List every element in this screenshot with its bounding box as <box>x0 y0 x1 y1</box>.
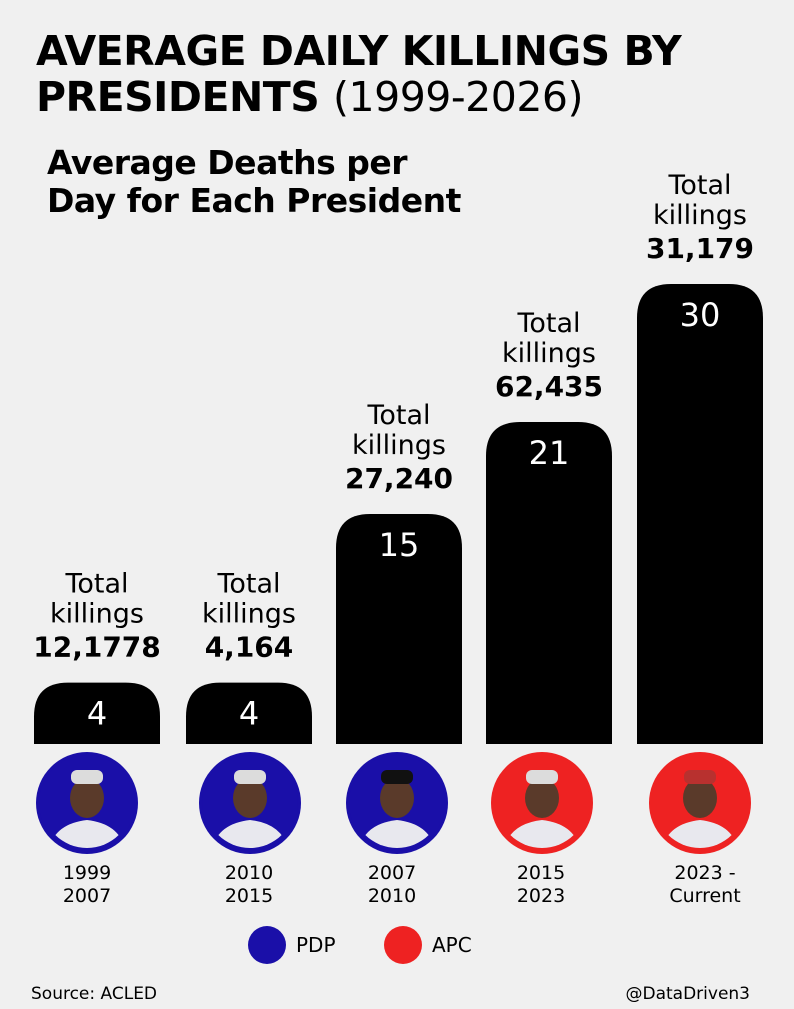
legend-label-pdp: PDP <box>296 933 336 957</box>
bar <box>336 514 462 744</box>
bar <box>637 284 763 744</box>
total-killings-caption: killings <box>653 200 747 231</box>
bar-value-label: 30 <box>680 296 721 334</box>
bar-value-label: 21 <box>529 434 570 472</box>
period-label: 2023 - Current <box>669 862 741 907</box>
president-portrait <box>491 752 593 854</box>
total-killings-value: 31,179 <box>646 232 754 265</box>
bar <box>34 682 160 744</box>
author-handle: @DataDriven3 <box>625 984 750 1004</box>
total-killings-caption: killings <box>502 338 596 369</box>
portrait-silhouette-icon <box>39 755 135 851</box>
page-title: AVERAGE DAILY KILLINGS BY PRESIDENTS (19… <box>36 28 776 120</box>
period-label: 1999 2007 <box>62 862 112 907</box>
total-killings-value: 12,1778 <box>33 631 161 664</box>
bar <box>486 422 612 744</box>
total-killings-caption: Total <box>366 400 430 431</box>
president-portrait <box>199 752 301 854</box>
portrait-silhouette-icon <box>652 755 748 851</box>
legend-label-apc: APC <box>432 933 472 957</box>
total-killings-caption: Total <box>516 308 580 339</box>
portrait-silhouette-icon <box>494 755 590 851</box>
total-killings-value: 27,240 <box>345 462 453 495</box>
total-killings-value: 62,435 <box>495 370 603 403</box>
title-main: AVERAGE DAILY KILLINGS BY PRESIDENTS <box>36 27 682 121</box>
bar-value-label: 15 <box>379 526 420 564</box>
portrait-silhouette-icon <box>202 755 298 851</box>
total-killings-caption: killings <box>202 599 296 630</box>
bar-value-label: 4 <box>87 695 107 733</box>
bar <box>186 682 312 744</box>
legend-item-pdp: PDP <box>248 926 336 964</box>
period-label: 2015 2023 <box>516 862 566 907</box>
chart-subtitle: Average Deaths per Day for Each Presiden… <box>47 143 461 220</box>
president-portrait <box>649 752 751 854</box>
period-label: 2007 2010 <box>367 862 417 907</box>
president-portrait <box>36 752 138 854</box>
total-killings-caption: Total <box>64 569 128 600</box>
bar-value-label: 4 <box>239 695 259 733</box>
legend-item-apc: APC <box>384 926 472 964</box>
total-killings-caption: Total <box>216 569 280 600</box>
total-killings-caption: killings <box>352 430 446 461</box>
president-portrait <box>346 752 448 854</box>
legend-swatch-pdp <box>248 926 286 964</box>
total-killings-caption: Total <box>667 170 731 201</box>
title-period: (1999-2026) <box>333 73 584 121</box>
source-note: Source: ACLED <box>31 984 158 1004</box>
portrait-silhouette-icon <box>349 755 445 851</box>
period-label: 2010 2015 <box>224 862 274 907</box>
legend-swatch-apc <box>384 926 422 964</box>
total-killings-value: 4,164 <box>205 631 294 664</box>
total-killings-caption: killings <box>50 599 144 630</box>
